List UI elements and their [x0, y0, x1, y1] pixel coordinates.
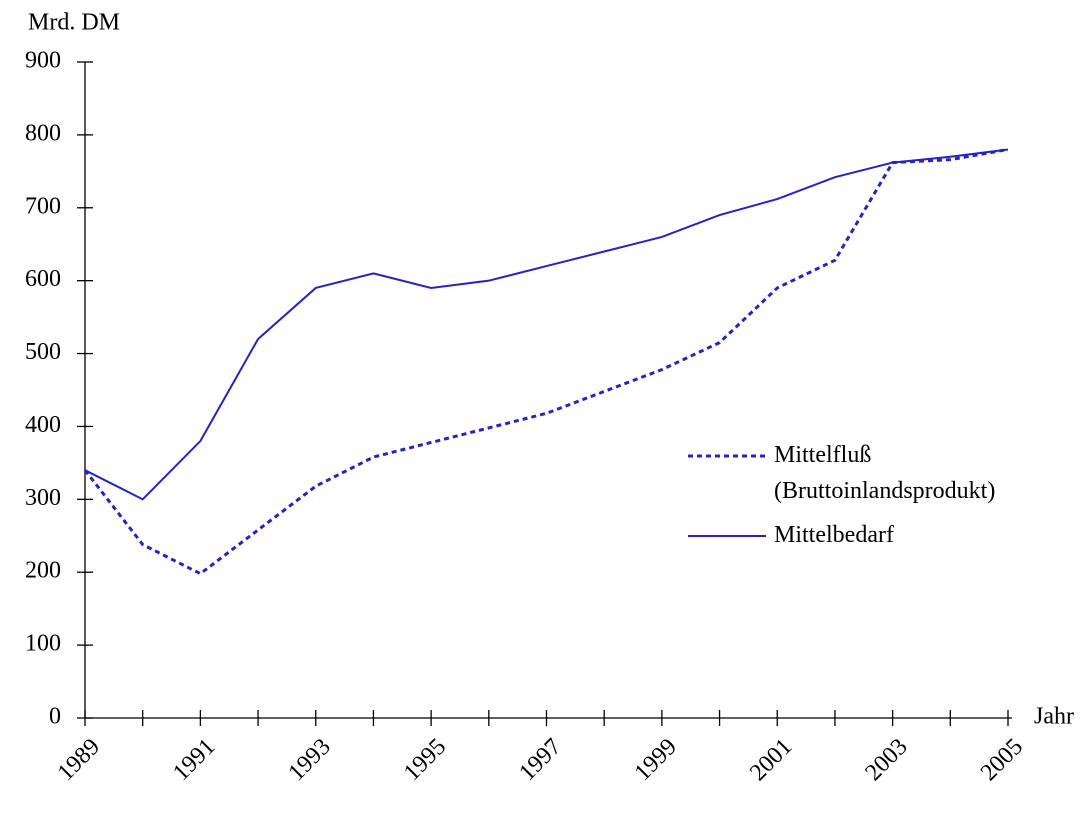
- y-tick-label: 0: [49, 704, 61, 730]
- y-tick-label: 400: [25, 412, 61, 438]
- x-tick-label: 1991: [168, 734, 220, 786]
- y-tick-label: 300: [25, 485, 61, 511]
- y-tick-label: 500: [25, 339, 61, 365]
- y-axis-label: Mrd. DM: [28, 10, 120, 36]
- x-tick-label: 1995: [399, 734, 451, 786]
- x-tick-label: 2003: [860, 734, 912, 786]
- x-tick-label: 1989: [53, 734, 105, 786]
- y-tick-label: 900: [25, 48, 61, 74]
- line: [83, 147, 1009, 576]
- y-tick-label: 200: [25, 558, 61, 584]
- x-axis-label: Jahr: [1034, 704, 1074, 730]
- x-tick-label: 1997: [514, 734, 566, 786]
- x-tick-label: 2005: [976, 734, 1028, 786]
- legend-label: Mittelfluß (Bruttoinlandsprodukt): [774, 442, 995, 504]
- legend-label: Mittelbedarf: [774, 522, 894, 548]
- x-tick-label: 2001: [745, 734, 797, 786]
- y-tick-label: 800: [25, 120, 61, 146]
- y-tick-label: 600: [25, 266, 61, 292]
- y-tick-label: 100: [25, 631, 61, 657]
- y-tick-label: 700: [25, 193, 61, 219]
- line: [84, 148, 1009, 501]
- x-tick-label: 1999: [630, 734, 682, 786]
- x-tick-label: 1993: [284, 734, 336, 786]
